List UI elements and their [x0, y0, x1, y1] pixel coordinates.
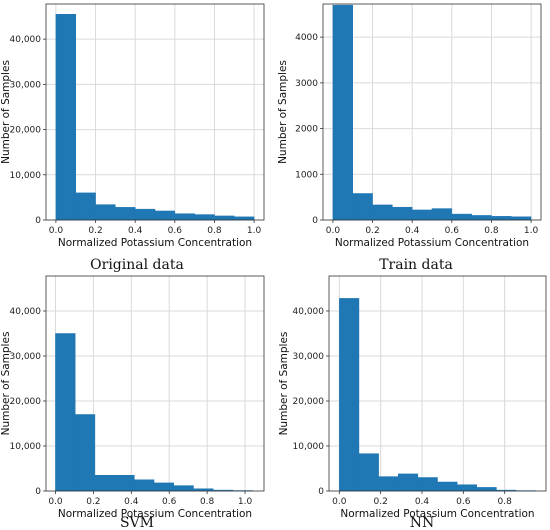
histogram-bar	[55, 333, 76, 492]
histogram-bar	[397, 473, 419, 492]
plot-frame	[45, 275, 265, 492]
histogram-bar	[95, 204, 116, 221]
y-tick-label: 2000	[295, 125, 318, 135]
x-tick-label: 0.0	[48, 497, 63, 507]
x-tick-label: 0.4	[128, 226, 143, 236]
x-tick-label: 0.2	[365, 226, 379, 236]
x-tick-label: 0.4	[415, 497, 430, 507]
chart-caption: SVM	[120, 515, 154, 530]
histogram-bar	[451, 213, 472, 221]
chart-caption: Train data	[379, 257, 453, 273]
x-tick-label: 0.4	[124, 497, 139, 507]
histogram-bar	[491, 216, 512, 221]
y-tick-label: 40,000	[10, 307, 42, 317]
histogram-bar	[456, 484, 478, 492]
y-tick-label: 20,000	[10, 126, 42, 136]
histogram-bar	[114, 474, 135, 492]
histogram-bar	[115, 207, 136, 221]
histogram-bar	[352, 193, 373, 221]
y-tick-label: 30,000	[10, 352, 42, 362]
y-axis-label: Number of Samples	[0, 60, 12, 164]
y-tick-label: 3000	[295, 79, 318, 89]
histogram-bar	[471, 215, 492, 221]
histogram-bar	[511, 216, 532, 221]
histogram-bar	[339, 298, 360, 492]
y-tick-label: 20,000	[293, 397, 325, 407]
x-axis-label: Normalized Potassium Concentration	[340, 508, 534, 520]
histogram-bar	[55, 14, 76, 221]
histogram-bar	[358, 453, 379, 492]
y-tick-label: 20,000	[10, 397, 42, 407]
histogram-bar	[378, 476, 399, 492]
x-tick-label: 0.2	[88, 226, 102, 236]
histogram-bar	[75, 192, 96, 221]
y-tick-label: 10,000	[293, 442, 325, 452]
y-tick-label: 4000	[295, 33, 318, 43]
plot-frame	[328, 275, 547, 492]
x-tick-label: 1.0	[524, 226, 539, 236]
x-tick-label: 0.0	[332, 497, 347, 507]
histogram-bar	[431, 208, 453, 221]
y-tick-label: 10,000	[10, 442, 42, 452]
y-tick-label: 0	[35, 487, 41, 497]
y-tick-label: 10,000	[10, 171, 42, 181]
x-tick-label: 0.8	[498, 497, 513, 507]
histogram-bar	[411, 209, 433, 221]
histogram-bar	[417, 477, 438, 492]
y-axis-label: Number of Samples	[278, 332, 290, 436]
x-tick-label: 0.8	[207, 226, 222, 236]
chart-caption: Original data	[90, 257, 184, 273]
histogram-bar	[134, 208, 156, 221]
x-tick-label: 0.2	[374, 497, 388, 507]
chart-caption: NN	[410, 515, 435, 530]
x-tick-label: 0.0	[49, 226, 64, 236]
histogram-bar	[437, 481, 458, 492]
y-axis-label: Number of Samples	[277, 60, 289, 164]
histogram-bar	[134, 479, 155, 492]
plot-frame	[45, 3, 265, 221]
histogram-bar	[153, 482, 175, 492]
x-tick-label: 0.6	[168, 226, 183, 236]
y-tick-label: 0	[312, 216, 318, 226]
x-tick-label: 0.2	[86, 497, 100, 507]
y-tick-label: 1000	[295, 170, 318, 180]
histogram-bar	[174, 213, 195, 221]
chart-panel-3: 0.0 0.2 0.4 0.6 0.8 1.0 0 10,000 20,000 30,000 40,…	[0, 275, 265, 530]
x-tick-label: 1.0	[247, 226, 262, 236]
histogram-bar	[332, 4, 353, 221]
histogram-bar	[74, 414, 96, 492]
histogram-bar	[392, 206, 413, 221]
y-tick-label: 40,000	[293, 307, 325, 317]
histogram-bar	[234, 216, 255, 221]
x-tick-label: 0.6	[445, 226, 460, 236]
x-tick-label: 0.4	[405, 226, 420, 236]
chart-panel-4: 0.0 0.2 0.4 0.6 0.8 0 10,000 20,000 30,000 40,000…	[278, 275, 547, 530]
y-tick-label: 30,000	[293, 352, 325, 362]
chart-panel-1: 0.0 0.2 0.4 0.6 0.8 1.0 0 10,000 20,000 30,000 40,…	[0, 3, 265, 273]
x-tick-label: 1.0	[238, 497, 253, 507]
histogram-bar	[154, 210, 176, 221]
histogram-bar	[194, 214, 215, 221]
histogram-bar	[476, 487, 497, 492]
x-axis-label: Normalized Potassium Concentration	[335, 237, 529, 249]
plot-frame	[322, 3, 542, 221]
histogram-bar	[214, 215, 235, 221]
histogram-bar	[94, 474, 115, 492]
x-axis-label: Normalized Potassium Concentration	[58, 508, 252, 520]
x-axis-label: Normalized Potassium Concentration	[58, 237, 252, 249]
y-tick-label: 30,000	[10, 80, 42, 90]
chart-panel-2: 0.0 0.2 0.4 0.6 0.8 1.0 0 1000 2000 3000 4000 Norma…	[277, 3, 542, 273]
x-tick-label: 0.8	[484, 226, 499, 236]
y-tick-label: 40,000	[10, 35, 42, 45]
histogram-bar	[173, 485, 194, 492]
y-tick-label: 0	[318, 487, 324, 497]
y-tick-label: 0	[35, 216, 41, 226]
x-tick-label: 0.8	[200, 497, 215, 507]
x-tick-label: 0.6	[162, 497, 177, 507]
x-tick-label: 0.6	[456, 497, 471, 507]
histogram-bar	[372, 204, 393, 221]
x-tick-label: 0.0	[326, 226, 341, 236]
y-axis-label: Number of Samples	[0, 332, 12, 436]
